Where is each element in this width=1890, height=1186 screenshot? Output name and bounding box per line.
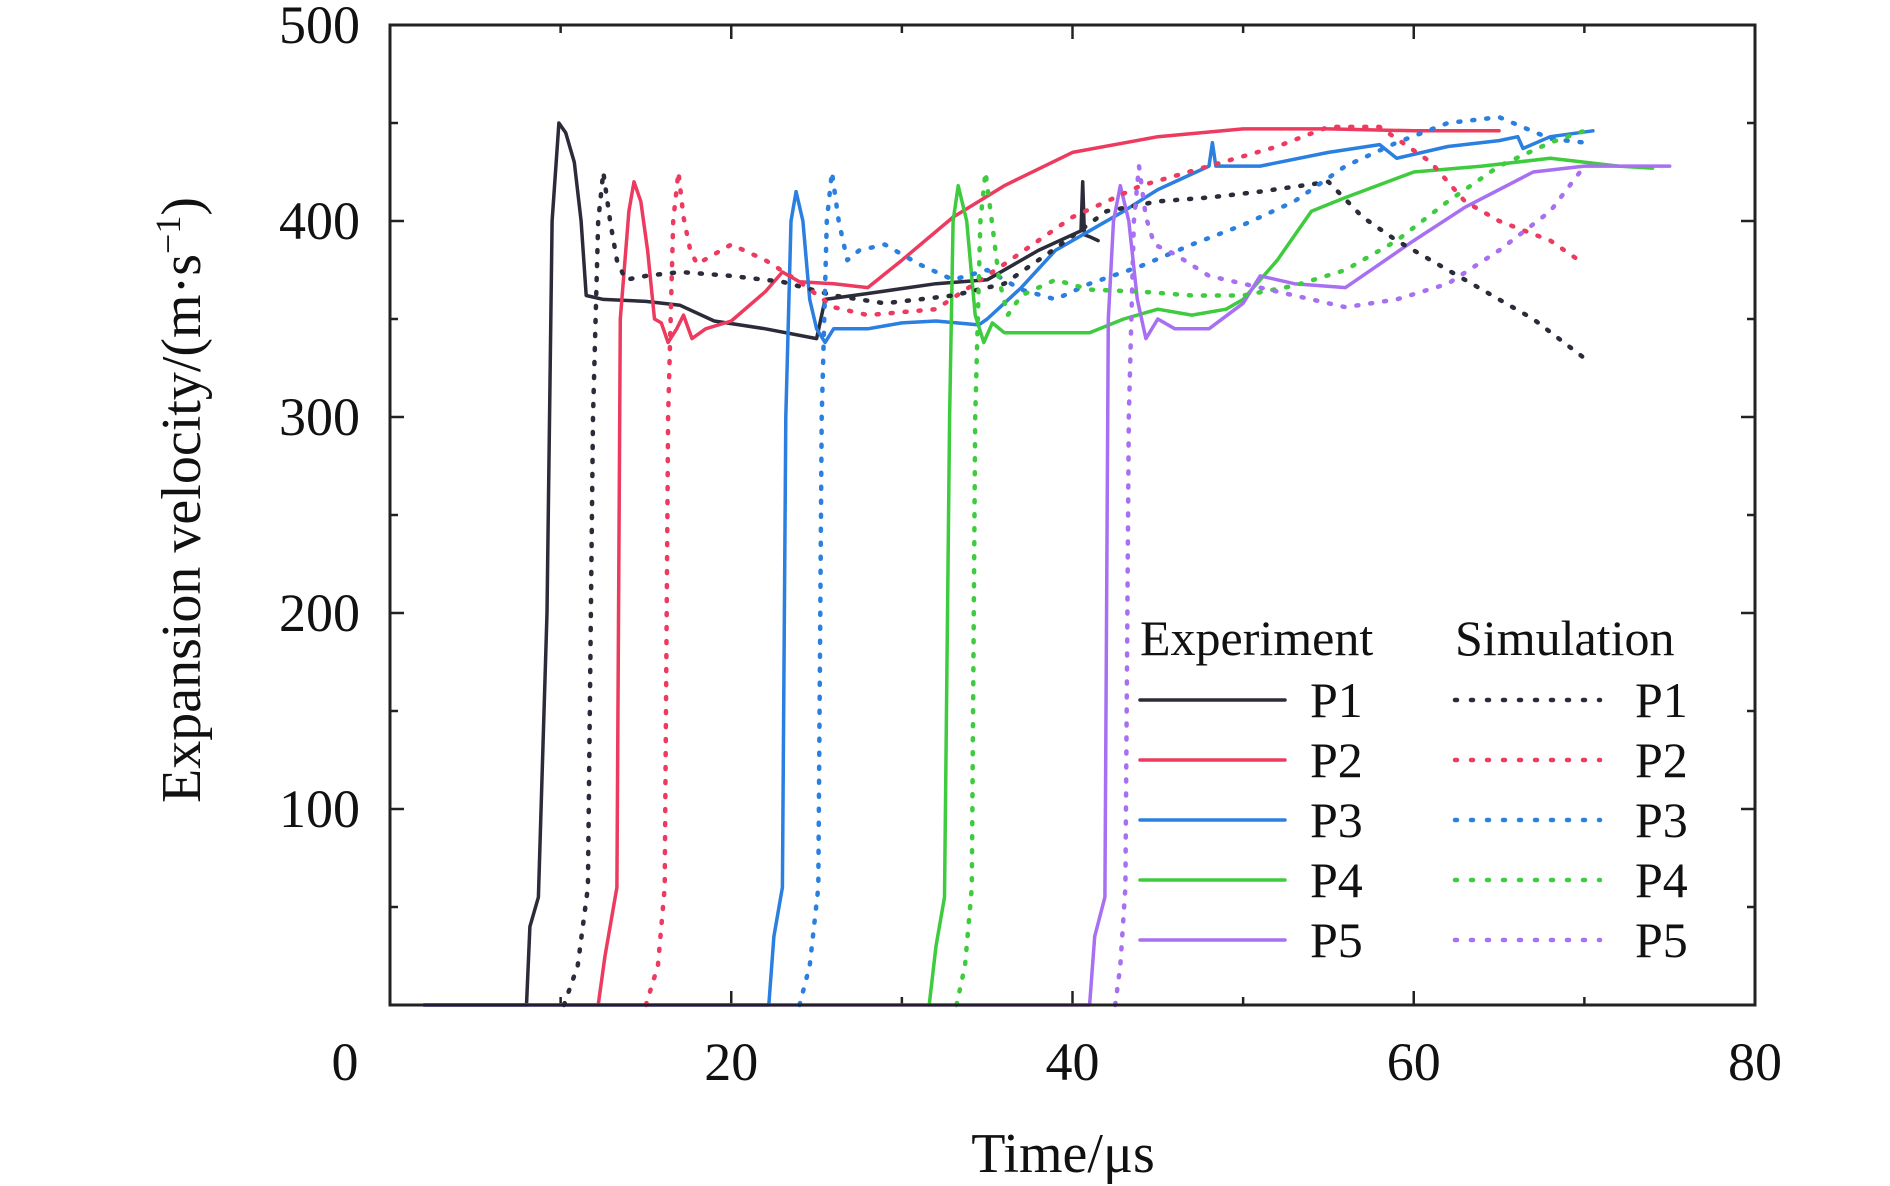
experiment-p3-line xyxy=(422,129,1595,1007)
y-axis-ticks: 100 200 300 400 500 xyxy=(279,0,1755,909)
y-tick-label: 500 xyxy=(279,0,360,55)
legend-label-simulation-p4: P4 xyxy=(1635,852,1688,908)
legend-label-simulation-p5: P5 xyxy=(1635,912,1688,968)
legend-label-simulation-p3: P3 xyxy=(1635,792,1688,848)
legend-label-experiment-p3: P3 xyxy=(1310,792,1363,848)
legend-title-simulation: Simulation xyxy=(1455,610,1674,666)
legend-label-experiment-p4: P4 xyxy=(1310,852,1363,908)
simulation-p3-line xyxy=(797,114,1587,1008)
y-tick-label: 200 xyxy=(279,583,360,643)
plot-frame xyxy=(388,23,1757,1007)
y-tick-label: 100 xyxy=(279,779,360,839)
simulation-p2-line xyxy=(643,124,1587,1008)
y-tick-label: 300 xyxy=(279,387,360,447)
legend-label-experiment-p1: P1 xyxy=(1310,672,1363,728)
experiment-p4-line xyxy=(927,156,1655,1007)
x-tick-label: 40 xyxy=(1046,1032,1100,1092)
series-layer xyxy=(422,114,1672,1008)
x-axis-title: Time/μs xyxy=(971,1123,1155,1185)
legend-label-simulation-p2: P2 xyxy=(1635,732,1688,788)
x-tick-label: 60 xyxy=(1387,1032,1441,1092)
x-axis-ticks: 0 20 40 60 80 xyxy=(332,25,1782,1092)
y-axis-title-main: Expansion velocity/(m·s xyxy=(151,254,213,803)
legend-label-experiment-p2: P2 xyxy=(1310,732,1363,788)
experiment-p2-line xyxy=(596,127,1501,1007)
y-axis-title: Expansion velocity/(m·s−1) xyxy=(148,197,213,803)
simulation-p4-line xyxy=(954,128,1587,1008)
x-tick-label: 80 xyxy=(1728,1032,1782,1092)
experiment-p1-line xyxy=(422,121,1100,1007)
y-axis-title-close: ) xyxy=(151,197,213,216)
experiment-p5-line xyxy=(422,164,1672,1007)
x-tick-label: 0 xyxy=(332,1032,359,1092)
x-tick-label: 20 xyxy=(704,1032,758,1092)
legend-label-simulation-p1: P1 xyxy=(1635,672,1688,728)
y-axis-title-superscript: −1 xyxy=(148,216,188,254)
simulation-p1-line xyxy=(561,169,1587,1008)
legend-title-experiment: Experiment xyxy=(1140,610,1373,666)
legend-label-experiment-p5: P5 xyxy=(1310,912,1363,968)
y-tick-label: 400 xyxy=(279,191,360,251)
